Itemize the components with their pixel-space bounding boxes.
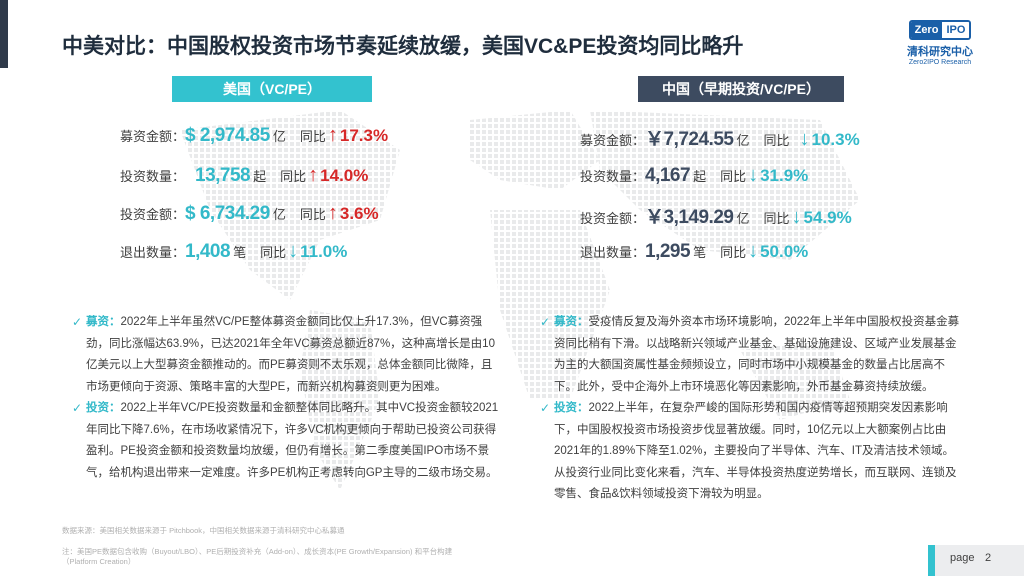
paragraph-text: 2022上半年VC/PE投资数量和金额整体同比略升。其中VC投资金额较2021年…	[86, 402, 499, 479]
page-label: page	[950, 552, 975, 564]
us-stat-exits: 退出数量： 1,408 笔 同比 ↓ 11.0%	[120, 240, 347, 263]
logo-badge-left: Zero	[910, 22, 943, 38]
cn-stat-investment: 投资金额： ￥3,149.29 亿 同比 ↓ 54.9%	[580, 202, 852, 229]
arrow-down-icon: ↓	[748, 164, 759, 186]
stat-pct: 3.6%	[339, 204, 379, 223]
paragraph-keyword: 投资：	[86, 402, 121, 414]
stat-compare: 同比	[720, 169, 747, 184]
stat-unit: 起	[693, 169, 707, 184]
stat-label: 退出数量：	[120, 245, 186, 260]
cn-investment-paragraph: ✓ 投资：2022上半年，在复杂严峻的国际形势和国内疫情等超预期突发因素影响下，…	[540, 398, 964, 506]
paragraph-text: 2022年上半年虽然VC/PE整体募资金额同比仅上升17.3%，但VC募资强劲，…	[86, 316, 495, 393]
paragraph-keyword: 募资：	[554, 316, 589, 328]
paragraph-text: 2022上半年，在复杂严峻的国际形势和国内疫情等超预期突发因素影响下，中国股权投…	[554, 402, 957, 500]
stat-compare: 同比	[280, 169, 307, 184]
us-stat-fundraising: 募资金额： $ 2,974.85 亿 同比 ↑ 17.3%	[120, 124, 388, 147]
stat-pct: 10.3%	[811, 130, 860, 149]
data-source-note: 数据来源：美国相关数据来源于 Pitchbook，中国相关数据来源于清科研究中心…	[62, 526, 345, 535]
stat-unit: 亿	[736, 133, 750, 148]
stat-pct: 31.9%	[760, 166, 809, 185]
paragraph-text: 受疫情反复及海外资本市场环境影响，2022年上半年中国股权投资基金募资同比稍有下…	[554, 316, 960, 393]
arrow-up-icon: ↑	[308, 164, 319, 186]
checkmark-icon: ✓	[72, 315, 83, 329]
arrow-down-icon: ↓	[791, 206, 802, 228]
stat-value: ￥3,149.29	[645, 207, 734, 228]
stat-unit: 亿	[272, 207, 286, 222]
stat-label: 募资金额：	[120, 129, 186, 144]
stat-label: 退出数量：	[580, 245, 646, 260]
stat-value: 1,408	[185, 241, 231, 262]
paragraph-keyword: 投资：	[554, 402, 589, 414]
stat-value: $ 6,734.29	[185, 203, 270, 224]
stat-label: 投资数量：	[120, 169, 186, 184]
stat-pct: 11.0%	[300, 242, 348, 261]
us-investment-paragraph: ✓ 投资：2022上半年VC/PE投资数量和金额整体同比略升。其中VC投资金额较…	[72, 398, 502, 484]
us-fundraising-paragraph: ✓ 募资：2022年上半年虽然VC/PE整体募资金额同比仅上升17.3%，但VC…	[72, 312, 502, 398]
stat-label: 投资金额：	[120, 207, 186, 222]
zero2ipo-logo: Zero IPO 清科研究中心 Zero2IPO Research	[892, 20, 988, 66]
stat-label: 投资数量：	[580, 169, 646, 184]
logo-name-cn: 清科研究中心	[907, 46, 973, 58]
stat-value: ￥7,724.55	[645, 129, 734, 150]
arrow-up-icon: ↑	[327, 202, 338, 224]
stat-value: 13,758	[195, 165, 251, 186]
stat-compare: 同比	[299, 207, 326, 222]
checkmark-icon: ✓	[540, 315, 551, 329]
cn-stat-deal-count: 投资数量： 4,167 起 同比 ↓ 31.9%	[580, 164, 808, 187]
stat-label: 投资金额：	[580, 211, 646, 226]
stat-value: 1,295	[645, 241, 691, 262]
arrow-down-icon: ↓	[799, 128, 810, 150]
page-number-accent	[928, 545, 935, 576]
stat-compare: 同比	[763, 133, 790, 148]
page-number: 2	[985, 552, 992, 564]
us-stat-deal-count: 投资数量： 13,758 起 同比 ↑ 14.0%	[120, 164, 368, 187]
cn-commentary: ✓ 募资：受疫情反复及海外资本市场环境影响，2022年上半年中国股权投资基金募资…	[540, 312, 964, 506]
page-number-box	[928, 545, 1024, 576]
definition-note: 注：美国PE数据包含收购（Buyout/LBO）、PE后期投资补充（Add-on…	[62, 547, 453, 566]
stat-unit: 笔	[693, 245, 707, 260]
stat-unit: 起	[253, 169, 267, 184]
left-accent-bar	[0, 0, 8, 68]
cn-header: 中国（早期投资/VC/PE）	[638, 76, 844, 102]
cn-fundraising-paragraph: ✓ 募资：受疫情反复及海外资本市场环境影响，2022年上半年中国股权投资基金募资…	[540, 312, 964, 398]
logo-badge: Zero IPO	[908, 20, 972, 40]
logo-badge-right: IPO	[942, 22, 970, 38]
stat-unit: 亿	[736, 211, 750, 226]
checkmark-icon: ✓	[540, 401, 551, 415]
stat-unit: 亿	[272, 129, 286, 144]
stat-compare: 同比	[299, 129, 326, 144]
cn-stat-fundraising: 募资金额： ￥7,724.55 亿 同比 ↓ 10.3%	[580, 124, 860, 151]
stat-compare: 同比	[720, 245, 747, 260]
logo-name-en: Zero2IPO Research	[908, 59, 972, 66]
stat-compare: 同比	[260, 245, 287, 260]
stat-pct: 17.3%	[339, 126, 389, 145]
us-header: 美国（VC/PE）	[172, 76, 372, 102]
arrow-down-icon: ↓	[748, 240, 759, 262]
stat-pct: 14.0%	[320, 166, 369, 185]
checkmark-icon: ✓	[72, 401, 83, 415]
us-commentary: ✓ 募资：2022年上半年虽然VC/PE整体募资金额同比仅上升17.3%，但VC…	[72, 312, 502, 484]
cn-stat-exits: 退出数量： 1,295 笔 同比 ↓ 50.0%	[580, 240, 808, 263]
stat-label: 募资金额：	[580, 133, 646, 148]
page-title: 中美对比：中国股权投资市场节奏延续放缓，美国VC&PE投资均同比略升	[62, 35, 744, 58]
stat-value: $ 2,974.85	[185, 125, 270, 146]
stat-value: 4,167	[645, 165, 691, 186]
arrow-down-icon: ↓	[288, 240, 299, 262]
arrow-up-icon: ↑	[327, 124, 338, 146]
paragraph-keyword: 募资：	[86, 316, 121, 328]
stat-pct: 50.0%	[760, 242, 809, 261]
us-stat-investment: 投资金额： $ 6,734.29 亿 同比 ↑ 3.6%	[120, 202, 379, 225]
stat-unit: 笔	[233, 245, 247, 260]
stat-pct: 54.9%	[803, 208, 852, 227]
stat-compare: 同比	[763, 211, 790, 226]
